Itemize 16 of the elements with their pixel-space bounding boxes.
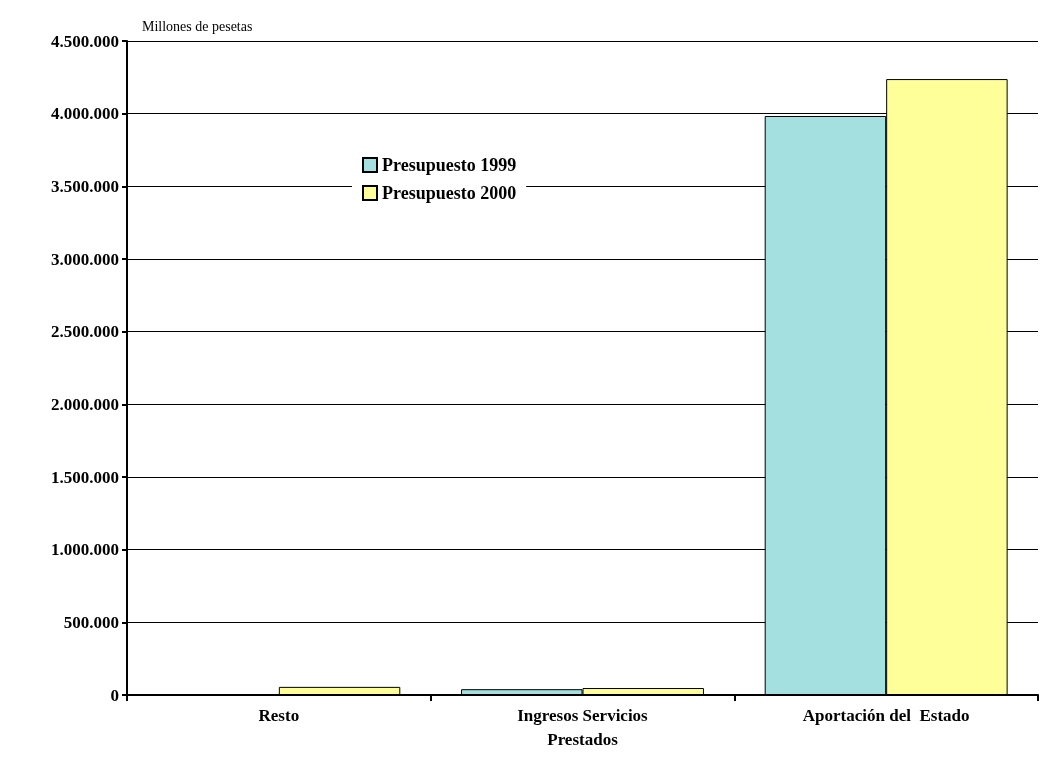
y-tick-label: 4.000.000 (51, 104, 119, 124)
legend-label: Presupuesto 1999 (382, 155, 517, 175)
y-tick-label: 2.000.000 (51, 394, 119, 414)
x-tick-label: Ingresos Servicios Prestados (517, 705, 649, 749)
y-tick-label: 0 (110, 685, 119, 705)
y-tick-label: 3.500.000 (51, 176, 119, 196)
y-tick-label: 500.000 (63, 612, 119, 632)
y-tick-label: 3.000.000 (51, 249, 119, 269)
y-tick-label: 2.500.000 (51, 322, 119, 342)
y-axis-title: Millones de pesetas (142, 18, 253, 34)
y-tick-label: 1.500.000 (51, 467, 119, 487)
y-tick-label: 1.000.000 (51, 540, 119, 560)
x-tick-label: Aportación del Estado (802, 705, 970, 725)
x-tick-label: Resto (258, 705, 300, 725)
y-tick-label: 4.500.000 (51, 31, 119, 51)
legend-label: Presupuesto 2000 (382, 183, 517, 203)
